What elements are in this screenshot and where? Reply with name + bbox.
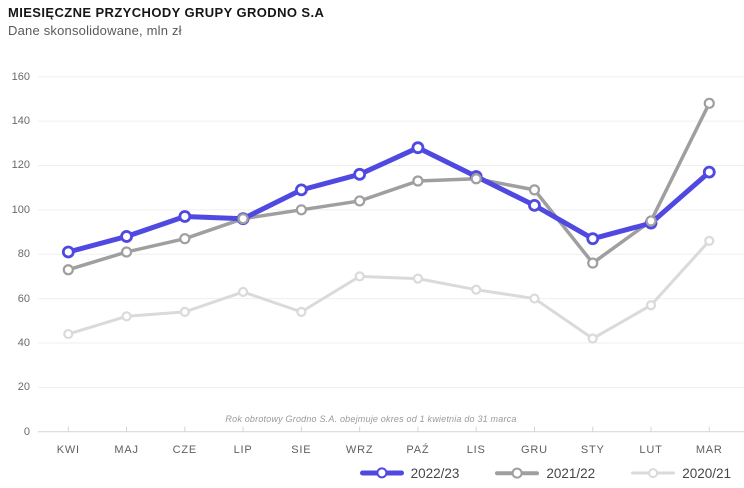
data-point-2022-23-KWI xyxy=(61,245,75,259)
x-axis-label-sie: SIE xyxy=(291,444,312,456)
fiscal-year-annotation: Rok obrotowy Grodno S.A. obejmuje okres … xyxy=(225,414,517,424)
y-axis-label: 20 xyxy=(17,381,30,394)
data-point-2021-22-KWI xyxy=(62,264,74,276)
data-point-2022-23-PAŹ xyxy=(411,141,425,155)
data-point-2022-23-WRZ xyxy=(353,167,367,181)
data-point-2022-23-SIE xyxy=(294,183,308,197)
legend-swatch xyxy=(495,465,540,481)
x-axis-label-sty: STY xyxy=(580,444,605,456)
page-subtitle: Dane skonsolidowane, mln zł xyxy=(8,23,182,38)
data-point-2021-22-SIE xyxy=(295,204,307,216)
y-axis-label: 80 xyxy=(17,248,30,261)
data-point-2021-22-MAR xyxy=(703,97,715,109)
legend-item-2022-23: 2022/23 xyxy=(359,465,460,481)
data-point-2021-22-LIS xyxy=(470,173,482,185)
legend-label: 2022/23 xyxy=(410,465,460,481)
x-axis-label-cze: CZE xyxy=(172,444,198,456)
series-line-2022-23 xyxy=(65,145,712,255)
legend-label: 2020/21 xyxy=(682,465,731,481)
x-axis-label-gru: GRU xyxy=(521,444,548,456)
legend-item-2020-21: 2020/21 xyxy=(631,465,731,481)
x-axis-label-lis: LIS xyxy=(466,444,486,456)
data-point-2020-21-MAJ xyxy=(121,311,132,322)
x-axis-label-mar: MAR xyxy=(695,444,723,456)
chart-legend: 2022/23 2021/22 2020/21 xyxy=(359,465,731,481)
y-axis-label: 60 xyxy=(17,292,30,305)
x-axis-label-lip: LIP xyxy=(233,444,253,456)
y-axis-label: 120 xyxy=(11,159,30,172)
y-axis-label: 160 xyxy=(11,70,30,83)
data-point-2020-21-LUT xyxy=(645,300,657,311)
data-point-2020-21-CZE xyxy=(179,306,190,317)
data-point-2021-22-CZE xyxy=(179,233,191,245)
data-point-2021-22-LIP xyxy=(237,213,249,225)
data-point-2021-22-PAŹ xyxy=(412,175,424,187)
legend-item-2021-22: 2021/22 xyxy=(495,465,595,481)
x-axis-label-kwi: KWI xyxy=(56,444,80,456)
data-point-2022-23-MAR xyxy=(702,165,716,179)
data-point-2020-21-LIP xyxy=(238,286,249,298)
x-axis-label-lut: LUT xyxy=(639,444,663,456)
data-point-2020-21-MAR xyxy=(704,235,715,246)
data-point-2022-23-CZE xyxy=(178,210,192,223)
y-axis-label: 40 xyxy=(17,336,30,349)
y-axis-label: 100 xyxy=(11,203,30,216)
data-point-2020-21-KWI xyxy=(63,328,74,340)
data-point-2022-23-MAJ xyxy=(120,230,133,243)
y-axis-label: 0 xyxy=(23,425,30,438)
data-point-2020-21-LIS xyxy=(471,284,482,295)
x-axis-label-wrz: WRZ xyxy=(345,444,374,456)
data-point-2020-21-STY xyxy=(587,333,598,344)
legend-swatch xyxy=(631,465,676,481)
data-point-2022-23-GRU xyxy=(528,198,541,212)
data-point-2021-22-STY xyxy=(587,257,599,269)
data-point-2021-22-LUT xyxy=(645,215,657,227)
data-point-2020-21-SIE xyxy=(296,306,307,317)
x-axis-label-paź: PAŹ xyxy=(406,444,430,456)
x-axis-label-maj: MAJ xyxy=(114,444,139,456)
data-point-2021-22-WRZ xyxy=(354,195,366,207)
series-line-2020-21 xyxy=(66,239,711,341)
data-point-2020-21-PAŹ xyxy=(412,273,424,284)
data-point-2021-22-MAJ xyxy=(120,246,133,258)
page-title: MIESIĘCZNE PRZYCHODY GRUPY GRODNO S.A xyxy=(8,5,325,20)
series-line-2021-22 xyxy=(66,101,712,272)
data-point-2021-22-GRU xyxy=(528,184,541,196)
legend-swatch xyxy=(359,465,404,481)
data-point-2020-21-WRZ xyxy=(354,271,365,282)
data-point-2020-21-GRU xyxy=(529,293,540,304)
data-point-2022-23-STY xyxy=(586,232,600,246)
legend-label: 2021/22 xyxy=(546,465,596,481)
y-axis-label: 140 xyxy=(11,115,30,128)
